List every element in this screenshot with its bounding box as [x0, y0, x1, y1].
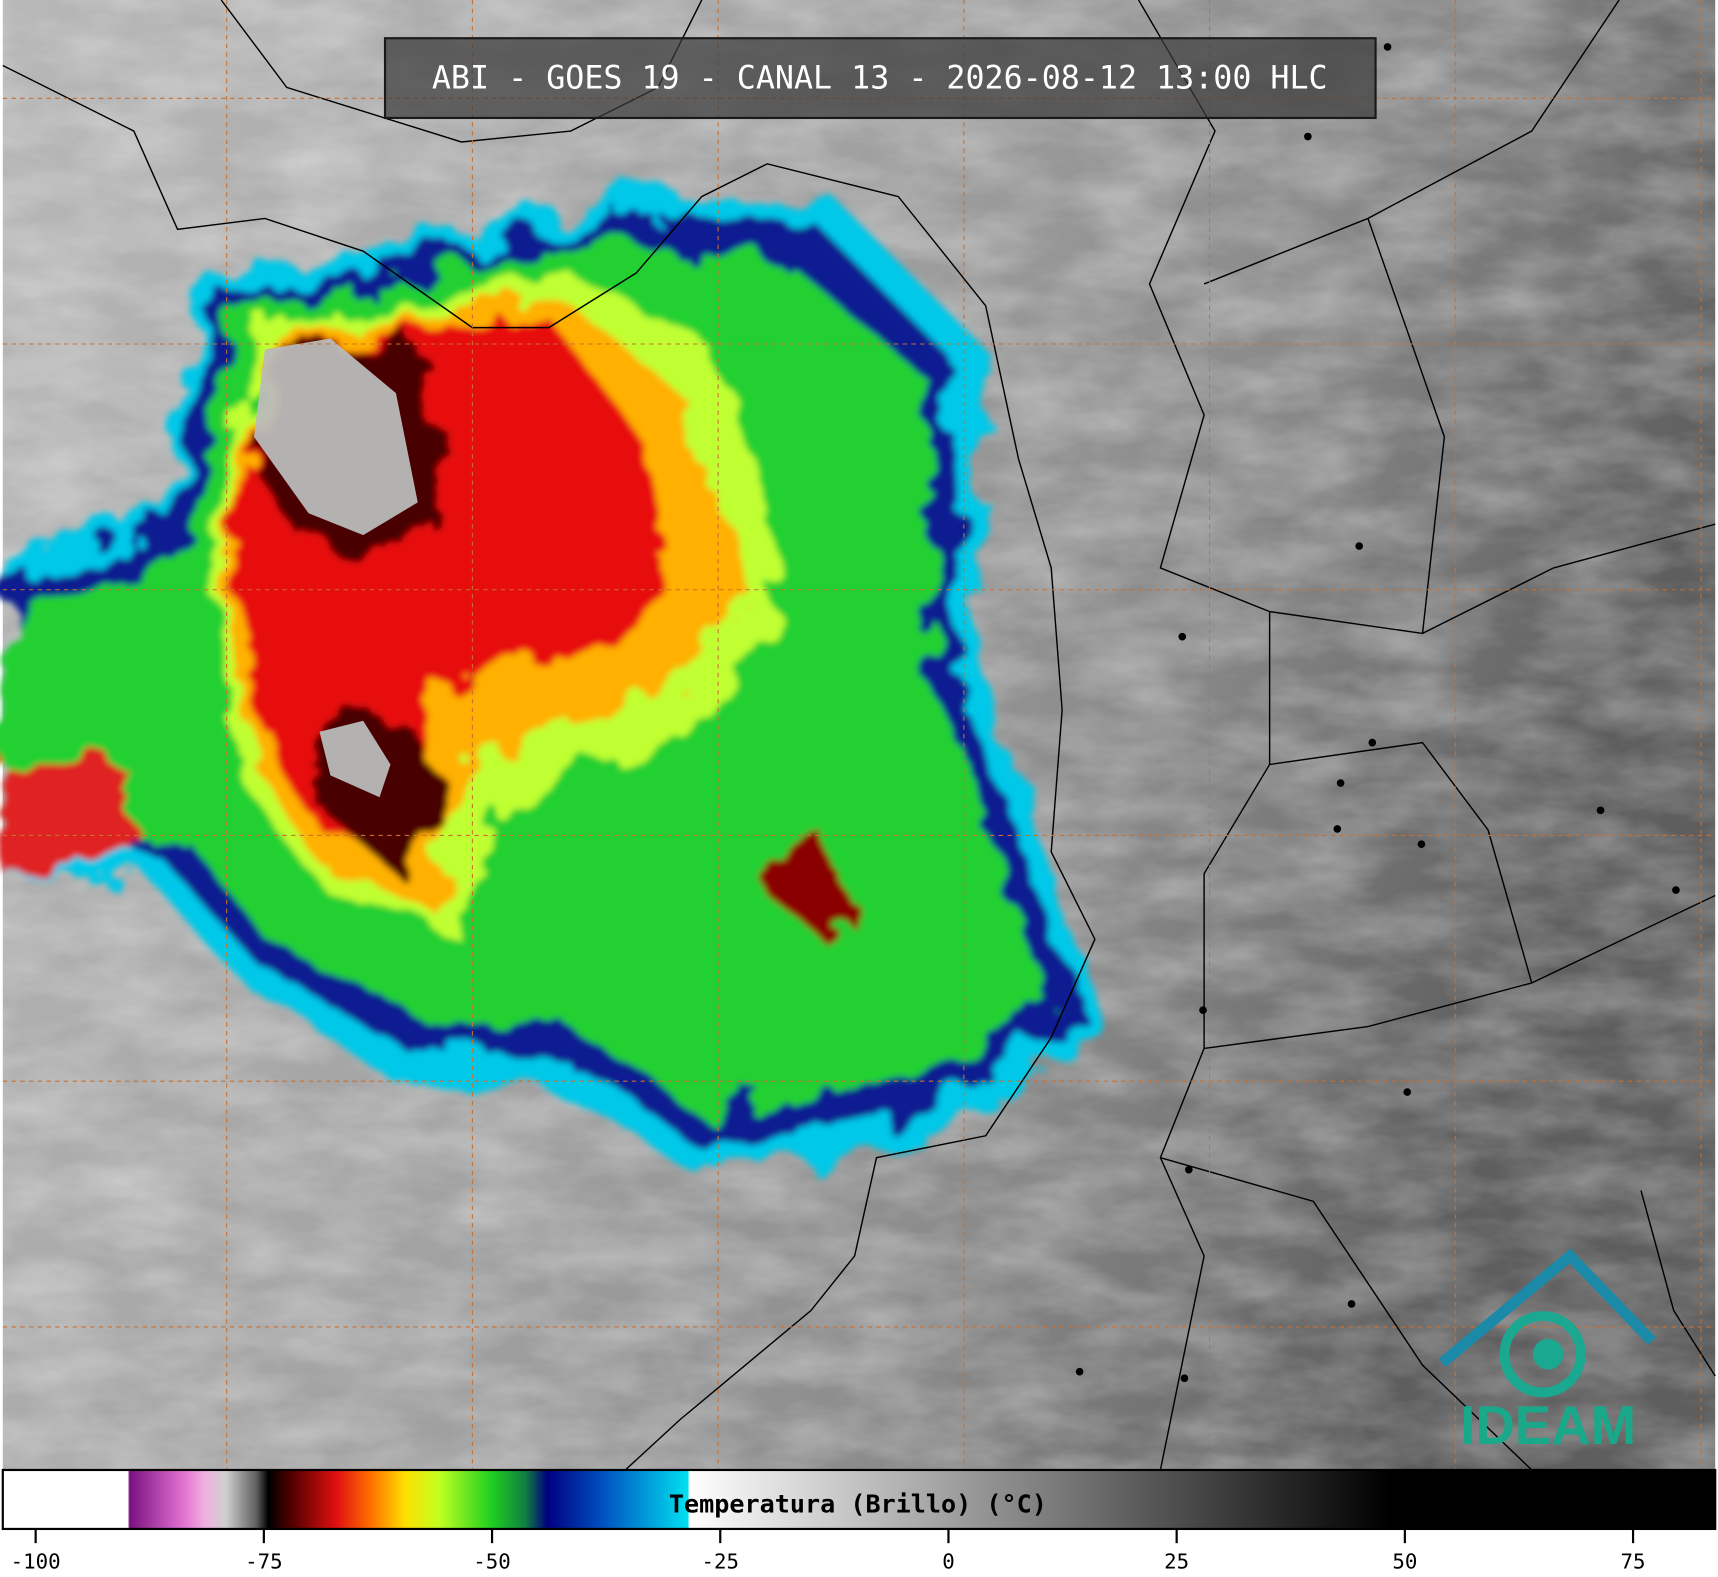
- title: ABI - GOES 19 - CANAL 13 - 2026-08-12 13…: [432, 60, 1328, 96]
- cities: [1075, 43, 1680, 1383]
- tick-label: -50: [473, 1549, 510, 1573]
- tick-label: 75: [1621, 1549, 1646, 1573]
- graticule: [2, 0, 1716, 1470]
- cold-top: [253, 338, 418, 536]
- tick-label: 25: [1164, 1549, 1189, 1573]
- tick-label: -100: [11, 1549, 61, 1573]
- logo: IDEAM: [1438, 1248, 1656, 1456]
- tick-label: 0: [942, 1549, 955, 1573]
- logo-text: IDEAM: [1460, 1395, 1636, 1456]
- tick-label: 50: [1392, 1549, 1417, 1573]
- cold-top: [319, 720, 391, 798]
- tick-label: -75: [245, 1549, 282, 1573]
- colorbar-label: Temperatura (Brillo) (°C): [669, 1490, 1047, 1519]
- colorbar-scale: [1, 1468, 1717, 1531]
- title-box: [383, 37, 1377, 120]
- map: IDEAM ABI - GOES 19 - CANAL 13 - 2026-08…: [2, 0, 1716, 1471]
- tick-label: -25: [702, 1549, 739, 1573]
- boundaries: [2, 0, 1716, 1471]
- colorbar: Temperatura (Brillo) (°C): [1, 1468, 1717, 1531]
